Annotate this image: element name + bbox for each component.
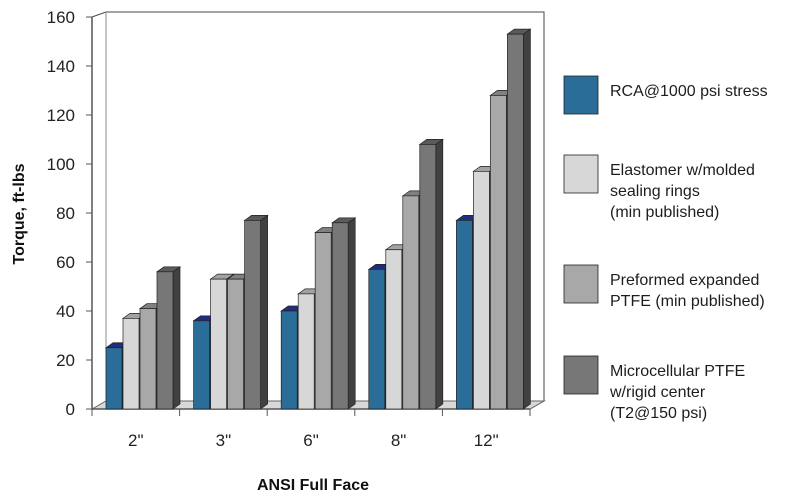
bar-front bbox=[227, 278, 244, 410]
y-tick-label: 0 bbox=[66, 400, 75, 419]
y-tick-label: 100 bbox=[47, 155, 75, 174]
bar-front bbox=[402, 195, 420, 410]
bar-front bbox=[280, 310, 298, 410]
bar-front bbox=[122, 318, 140, 410]
y-tick-label: 120 bbox=[47, 106, 75, 125]
bar-side bbox=[260, 214, 268, 410]
bar-front bbox=[456, 220, 473, 410]
legend-label-line: Elastomer w/molded bbox=[610, 162, 755, 179]
y-tick-label: 60 bbox=[56, 253, 75, 272]
legend-label-line: PTFE (min published) bbox=[610, 293, 765, 310]
bar-front bbox=[331, 222, 349, 410]
y-axis-title: Torque, ft-lbs bbox=[11, 163, 28, 264]
legend: RCA@1000 psi stress Elastomer w/molded sea… bbox=[563, 75, 768, 422]
bar-front bbox=[297, 293, 315, 410]
bar-4-3 bbox=[331, 217, 357, 410]
bar-front bbox=[490, 95, 507, 410]
legend-label-line: Preformed expanded bbox=[610, 272, 759, 289]
bar-front bbox=[419, 144, 437, 410]
legend-label: Microcellular PTFE w/rigid center (T2@150 … bbox=[609, 363, 745, 422]
bar-side bbox=[435, 138, 444, 410]
bar-4-4 bbox=[418, 138, 444, 410]
x-tick-label: 3" bbox=[216, 431, 232, 450]
y-tick-label: 140 bbox=[47, 57, 75, 76]
legend-label-line: (T2@150 psi) bbox=[610, 405, 707, 422]
legend-label-line: Microcellular PTFE bbox=[610, 363, 745, 380]
bar-front bbox=[473, 171, 490, 410]
bar-side bbox=[172, 266, 181, 410]
bar-4-1 bbox=[155, 266, 182, 410]
bar-front bbox=[105, 347, 123, 410]
bar-front bbox=[244, 220, 261, 410]
legend-label-line: RCA@1000 psi stress bbox=[610, 83, 768, 100]
x-tick-label: 12" bbox=[474, 431, 499, 450]
bar-4-5 bbox=[506, 28, 532, 410]
bar-front bbox=[368, 269, 386, 410]
legend-label-line: (min published) bbox=[610, 204, 719, 221]
bar-front bbox=[314, 232, 332, 410]
legend-swatch bbox=[563, 264, 599, 304]
bar-front bbox=[507, 33, 524, 410]
x-tick-label: 6" bbox=[303, 431, 319, 450]
bar-front bbox=[385, 249, 403, 410]
legend-label: RCA@1000 psi stress bbox=[610, 83, 768, 100]
y-tick-label: 40 bbox=[56, 302, 75, 321]
x-tick-label: 2" bbox=[128, 431, 144, 450]
legend-label-line: w/rigid center bbox=[609, 384, 706, 401]
bar-front bbox=[210, 278, 227, 410]
y-tick-label: 160 bbox=[47, 8, 75, 27]
y-tick-label: 20 bbox=[56, 351, 75, 370]
bar-side bbox=[347, 217, 356, 410]
x-axis-title: ANSI Full Face bbox=[257, 477, 369, 494]
legend-label-line: sealing rings bbox=[610, 183, 700, 200]
bar-front bbox=[193, 320, 210, 410]
y-tick-label: 80 bbox=[56, 204, 75, 223]
legend-swatch bbox=[563, 154, 599, 194]
legend-swatch bbox=[563, 75, 599, 115]
legend-label: Elastomer w/molded sealing rings (min publ… bbox=[610, 162, 755, 221]
legend-swatch bbox=[563, 355, 599, 395]
bar-side bbox=[523, 28, 531, 410]
x-tick-label: 8" bbox=[391, 431, 407, 450]
legend-label: Preformed expanded PTFE (min published) bbox=[610, 272, 765, 310]
bar-front bbox=[156, 271, 174, 410]
bar-4-2 bbox=[243, 214, 269, 410]
bar-front bbox=[139, 308, 157, 410]
